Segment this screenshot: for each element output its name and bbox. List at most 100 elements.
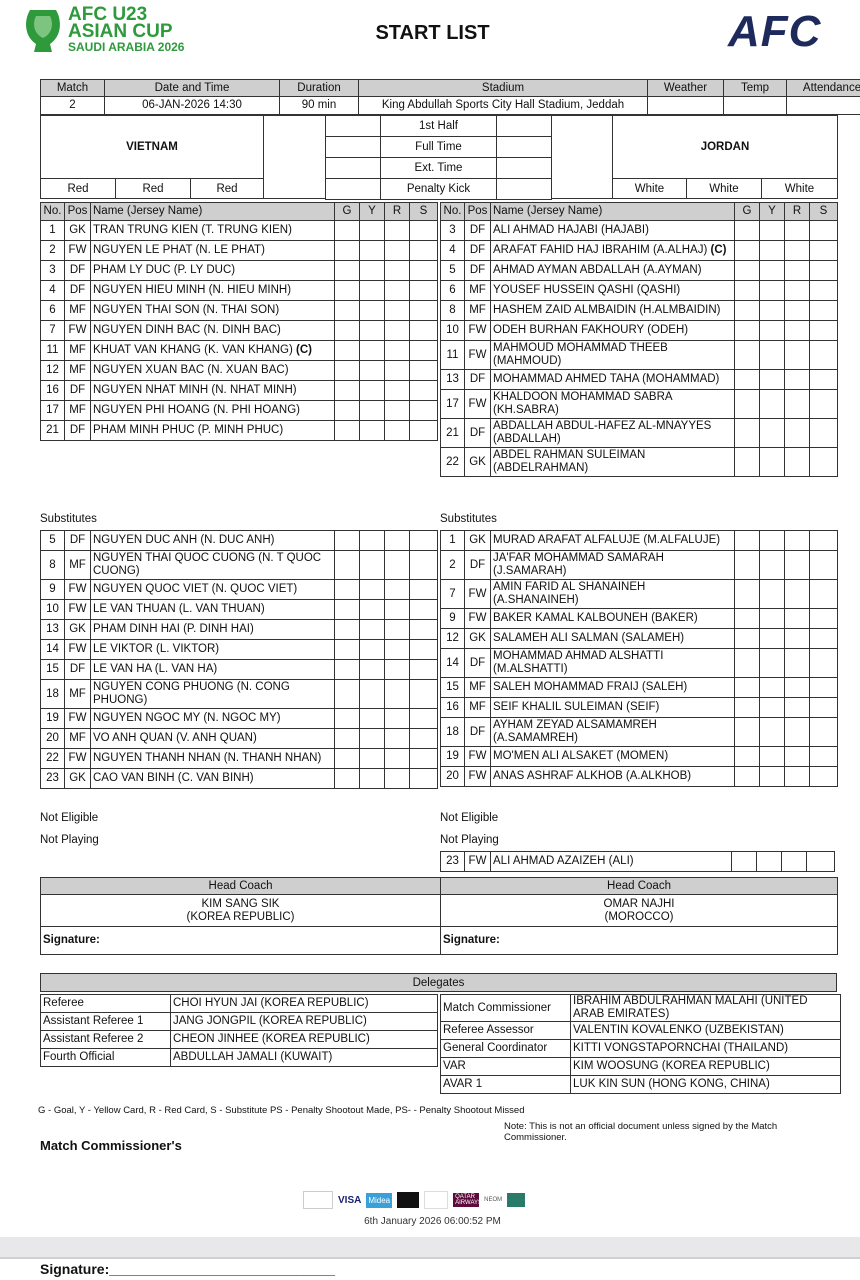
goal-cell[interactable] (334, 400, 360, 421)
home-signature-field[interactable]: Signature: (40, 926, 441, 955)
yellow-card-cell[interactable] (759, 717, 785, 747)
substitute-cell[interactable] (809, 717, 838, 747)
red-card-cell[interactable] (384, 748, 410, 769)
goal-cell[interactable] (734, 717, 760, 747)
substitute-cell[interactable] (809, 608, 838, 629)
yellow-card-cell[interactable] (759, 530, 785, 551)
substitute-cell[interactable] (409, 579, 438, 600)
red-card-cell[interactable] (384, 400, 410, 421)
red-card-cell[interactable] (384, 619, 410, 640)
yellow-card-cell[interactable] (359, 400, 385, 421)
yellow-card-cell[interactable] (359, 280, 385, 301)
substitute-cell[interactable] (409, 708, 438, 729)
substitute-cell[interactable] (409, 320, 438, 341)
substitute-cell[interactable] (809, 677, 838, 698)
yellow-card-cell[interactable] (359, 599, 385, 620)
yellow-card-cell[interactable] (759, 300, 785, 321)
goal-cell[interactable] (334, 320, 360, 341)
signature-line[interactable]: Signature:_____________________________ (40, 1261, 336, 1277)
red-card-cell[interactable] (784, 220, 810, 241)
yellow-card-cell[interactable] (359, 240, 385, 261)
yellow-card-cell[interactable] (359, 768, 385, 789)
red-card-cell[interactable] (784, 320, 810, 341)
yellow-card-cell[interactable] (359, 300, 385, 321)
yellow-card-cell[interactable] (359, 380, 385, 401)
yellow-card-cell[interactable] (759, 648, 785, 678)
substitute-cell[interactable] (809, 550, 838, 580)
red-card-cell[interactable] (384, 280, 410, 301)
red-card-cell[interactable] (784, 340, 810, 370)
substitute-cell[interactable] (409, 300, 438, 321)
red-card-cell[interactable] (384, 220, 410, 241)
substitute-cell[interactable] (409, 659, 438, 680)
substitute-cell[interactable] (809, 530, 838, 551)
red-card-cell[interactable] (781, 851, 807, 872)
yellow-card-cell[interactable] (759, 220, 785, 241)
yellow-card-cell[interactable] (759, 608, 785, 629)
yellow-card-cell[interactable] (759, 628, 785, 649)
substitute-cell[interactable] (409, 420, 438, 441)
yellow-card-cell[interactable] (359, 748, 385, 769)
goal-cell[interactable] (334, 340, 360, 361)
substitute-cell[interactable] (809, 447, 838, 477)
red-card-cell[interactable] (384, 260, 410, 281)
yellow-card-cell[interactable] (359, 550, 385, 580)
red-card-cell[interactable] (784, 550, 810, 580)
goal-cell[interactable] (734, 320, 760, 341)
red-card-cell[interactable] (784, 579, 810, 609)
goal-cell[interactable] (734, 389, 760, 419)
yellow-card-cell[interactable] (759, 550, 785, 580)
yellow-card-cell[interactable] (759, 766, 785, 787)
goal-cell[interactable] (334, 220, 360, 241)
goal-cell[interactable] (334, 579, 360, 600)
red-card-cell[interactable] (384, 708, 410, 729)
yellow-card-cell[interactable] (359, 220, 385, 241)
red-card-cell[interactable] (384, 639, 410, 660)
substitute-cell[interactable] (409, 599, 438, 620)
yellow-card-cell[interactable] (759, 746, 785, 767)
red-card-cell[interactable] (784, 766, 810, 787)
substitute-cell[interactable] (809, 320, 838, 341)
substitute-cell[interactable] (409, 768, 438, 789)
red-card-cell[interactable] (384, 550, 410, 580)
red-card-cell[interactable] (784, 260, 810, 281)
away-signature-field[interactable]: Signature: (440, 926, 838, 955)
yellow-card-cell[interactable] (359, 320, 385, 341)
substitute-cell[interactable] (409, 260, 438, 281)
yellow-card-cell[interactable] (759, 340, 785, 370)
goal-cell[interactable] (334, 599, 360, 620)
red-card-cell[interactable] (784, 608, 810, 629)
yellow-card-cell[interactable] (359, 340, 385, 361)
goal-cell[interactable] (734, 530, 760, 551)
substitute-cell[interactable] (409, 679, 438, 709)
yellow-card-cell[interactable] (759, 260, 785, 281)
red-card-cell[interactable] (784, 280, 810, 301)
goal-cell[interactable] (734, 220, 760, 241)
goal-cell[interactable] (734, 608, 760, 629)
substitute-cell[interactable] (409, 400, 438, 421)
substitute-cell[interactable] (809, 418, 838, 448)
yellow-card-cell[interactable] (359, 679, 385, 709)
goal-cell[interactable] (334, 639, 360, 660)
red-card-cell[interactable] (384, 240, 410, 261)
goal-cell[interactable] (334, 240, 360, 261)
goal-cell[interactable] (734, 340, 760, 370)
yellow-card-cell[interactable] (759, 697, 785, 718)
substitute-cell[interactable] (809, 240, 838, 261)
goal-cell[interactable] (734, 240, 760, 261)
yellow-card-cell[interactable] (359, 260, 385, 281)
red-card-cell[interactable] (384, 768, 410, 789)
goal-cell[interactable] (334, 679, 360, 709)
yellow-card-cell[interactable] (359, 728, 385, 749)
red-card-cell[interactable] (384, 340, 410, 361)
yellow-card-cell[interactable] (759, 280, 785, 301)
goal-cell[interactable] (731, 851, 757, 872)
yellow-card-cell[interactable] (759, 369, 785, 390)
goal-cell[interactable] (734, 369, 760, 390)
yellow-card-cell[interactable] (359, 579, 385, 600)
yellow-card-cell[interactable] (359, 659, 385, 680)
red-card-cell[interactable] (384, 380, 410, 401)
red-card-cell[interactable] (784, 369, 810, 390)
goal-cell[interactable] (334, 300, 360, 321)
substitute-cell[interactable] (409, 280, 438, 301)
